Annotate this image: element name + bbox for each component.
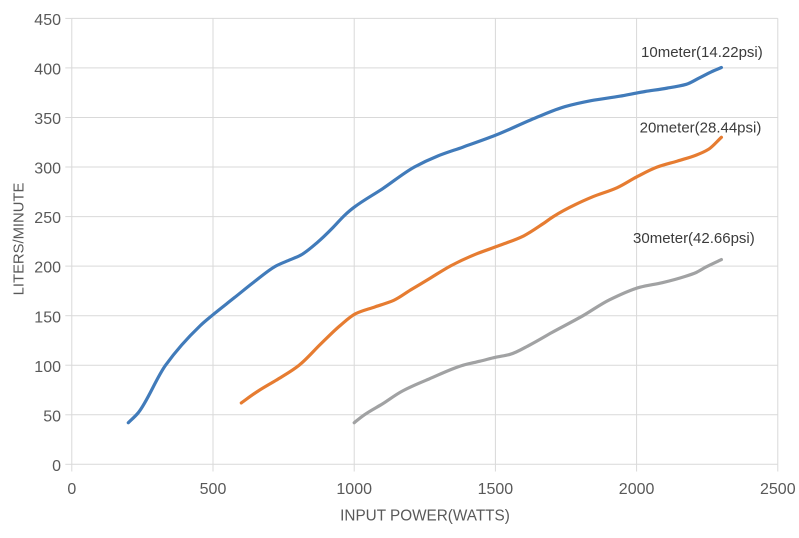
svg-text:200: 200	[34, 260, 61, 277]
svg-text:50: 50	[43, 408, 61, 425]
svg-text:LITERS/MINUTE: LITERS/MINUTE	[12, 183, 28, 296]
svg-text:100: 100	[34, 359, 61, 376]
svg-text:0: 0	[67, 481, 76, 498]
svg-text:2500: 2500	[760, 481, 796, 498]
svg-text:400: 400	[34, 62, 61, 79]
svg-text:450: 450	[34, 12, 61, 29]
svg-text:20meter(28.44psi): 20meter(28.44psi)	[640, 120, 762, 137]
svg-text:2000: 2000	[619, 481, 655, 498]
svg-text:150: 150	[34, 309, 61, 326]
svg-text:250: 250	[34, 210, 61, 227]
svg-text:10meter(14.22psi): 10meter(14.22psi)	[641, 44, 763, 61]
svg-text:1500: 1500	[478, 481, 514, 498]
svg-text:300: 300	[34, 161, 61, 178]
svg-text:500: 500	[200, 481, 227, 498]
svg-text:350: 350	[34, 111, 61, 128]
svg-text:30meter(42.66psi): 30meter(42.66psi)	[633, 230, 755, 247]
svg-text:INPUT POWER(WATTS): INPUT POWER(WATTS)	[340, 507, 510, 524]
svg-text:0: 0	[52, 458, 61, 475]
svg-text:1000: 1000	[336, 481, 372, 498]
